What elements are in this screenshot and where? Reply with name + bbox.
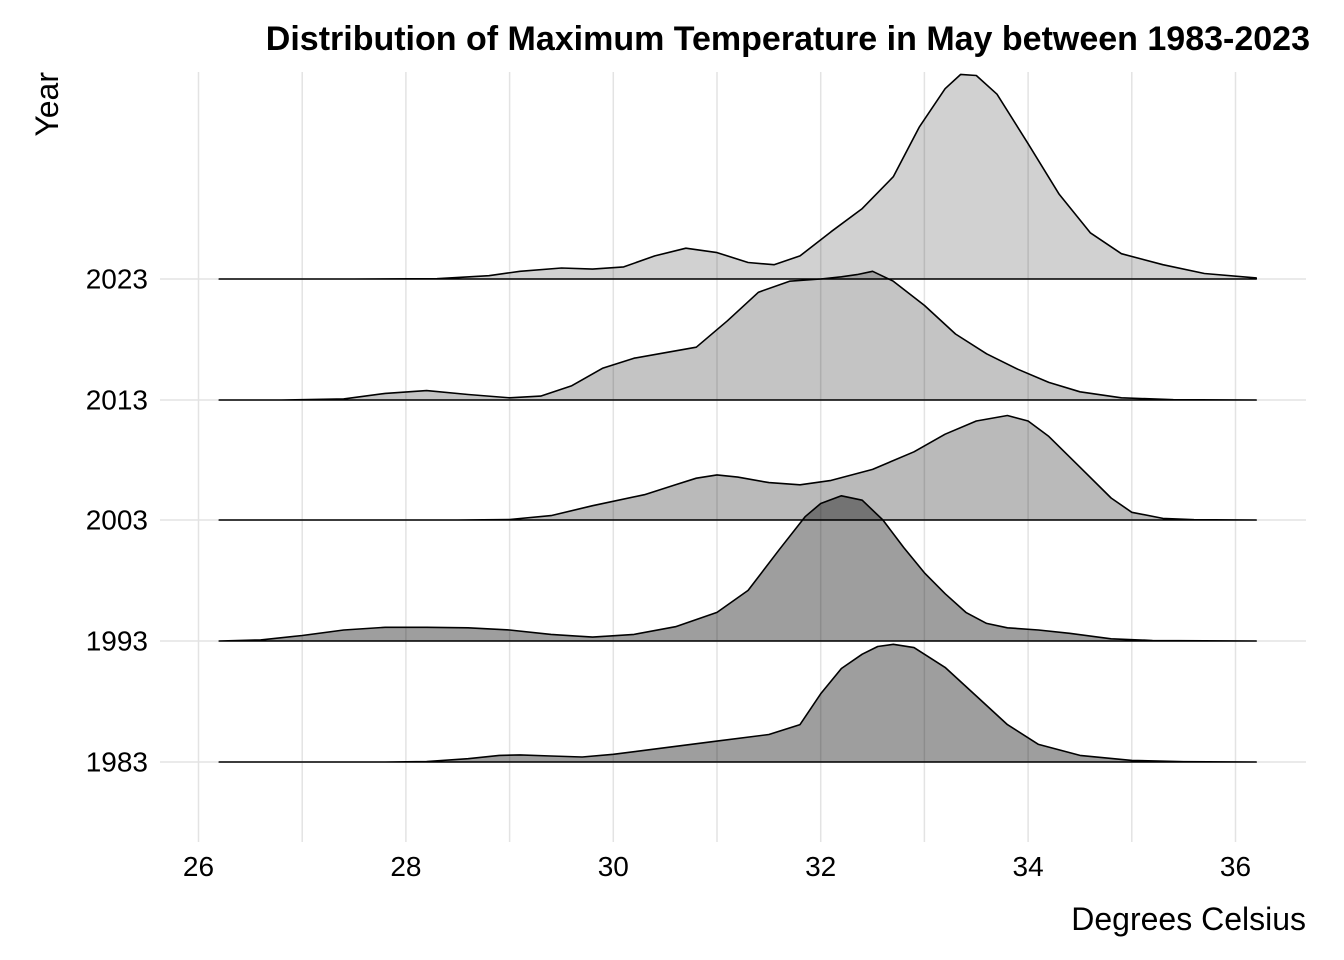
x-tick-label-26: 26 [183, 851, 214, 882]
ridge-2013 [218, 270, 1257, 401]
y-tick-label-2003: 2003 [86, 504, 148, 535]
ridge-1983 [218, 643, 1257, 763]
x-tick-label-34: 34 [1013, 851, 1044, 882]
grid [160, 72, 1306, 842]
y-tick-label-2023: 2023 [86, 263, 148, 294]
x-tick-label-32: 32 [805, 851, 836, 882]
ridge-1993 [218, 495, 1257, 642]
ridges [218, 73, 1257, 763]
chart-title: Distribution of Maximum Temperature in M… [266, 20, 1310, 58]
y-tick-label-2013: 2013 [86, 384, 148, 415]
x-tick-label-30: 30 [598, 851, 629, 882]
x-axis-title: Degrees Celsius [1071, 901, 1306, 937]
ridge-2003 [218, 414, 1257, 521]
ridge-2023 [218, 73, 1257, 280]
x-tick-label-36: 36 [1220, 851, 1251, 882]
x-tick-label-28: 28 [390, 851, 421, 882]
labels: 2023 2013 2003 1993 1983 26 28 30 32 34 36 [86, 263, 1251, 882]
y-axis-title: Year [29, 72, 65, 137]
y-tick-label-1993: 1993 [86, 625, 148, 656]
y-tick-label-1983: 1983 [86, 746, 148, 777]
